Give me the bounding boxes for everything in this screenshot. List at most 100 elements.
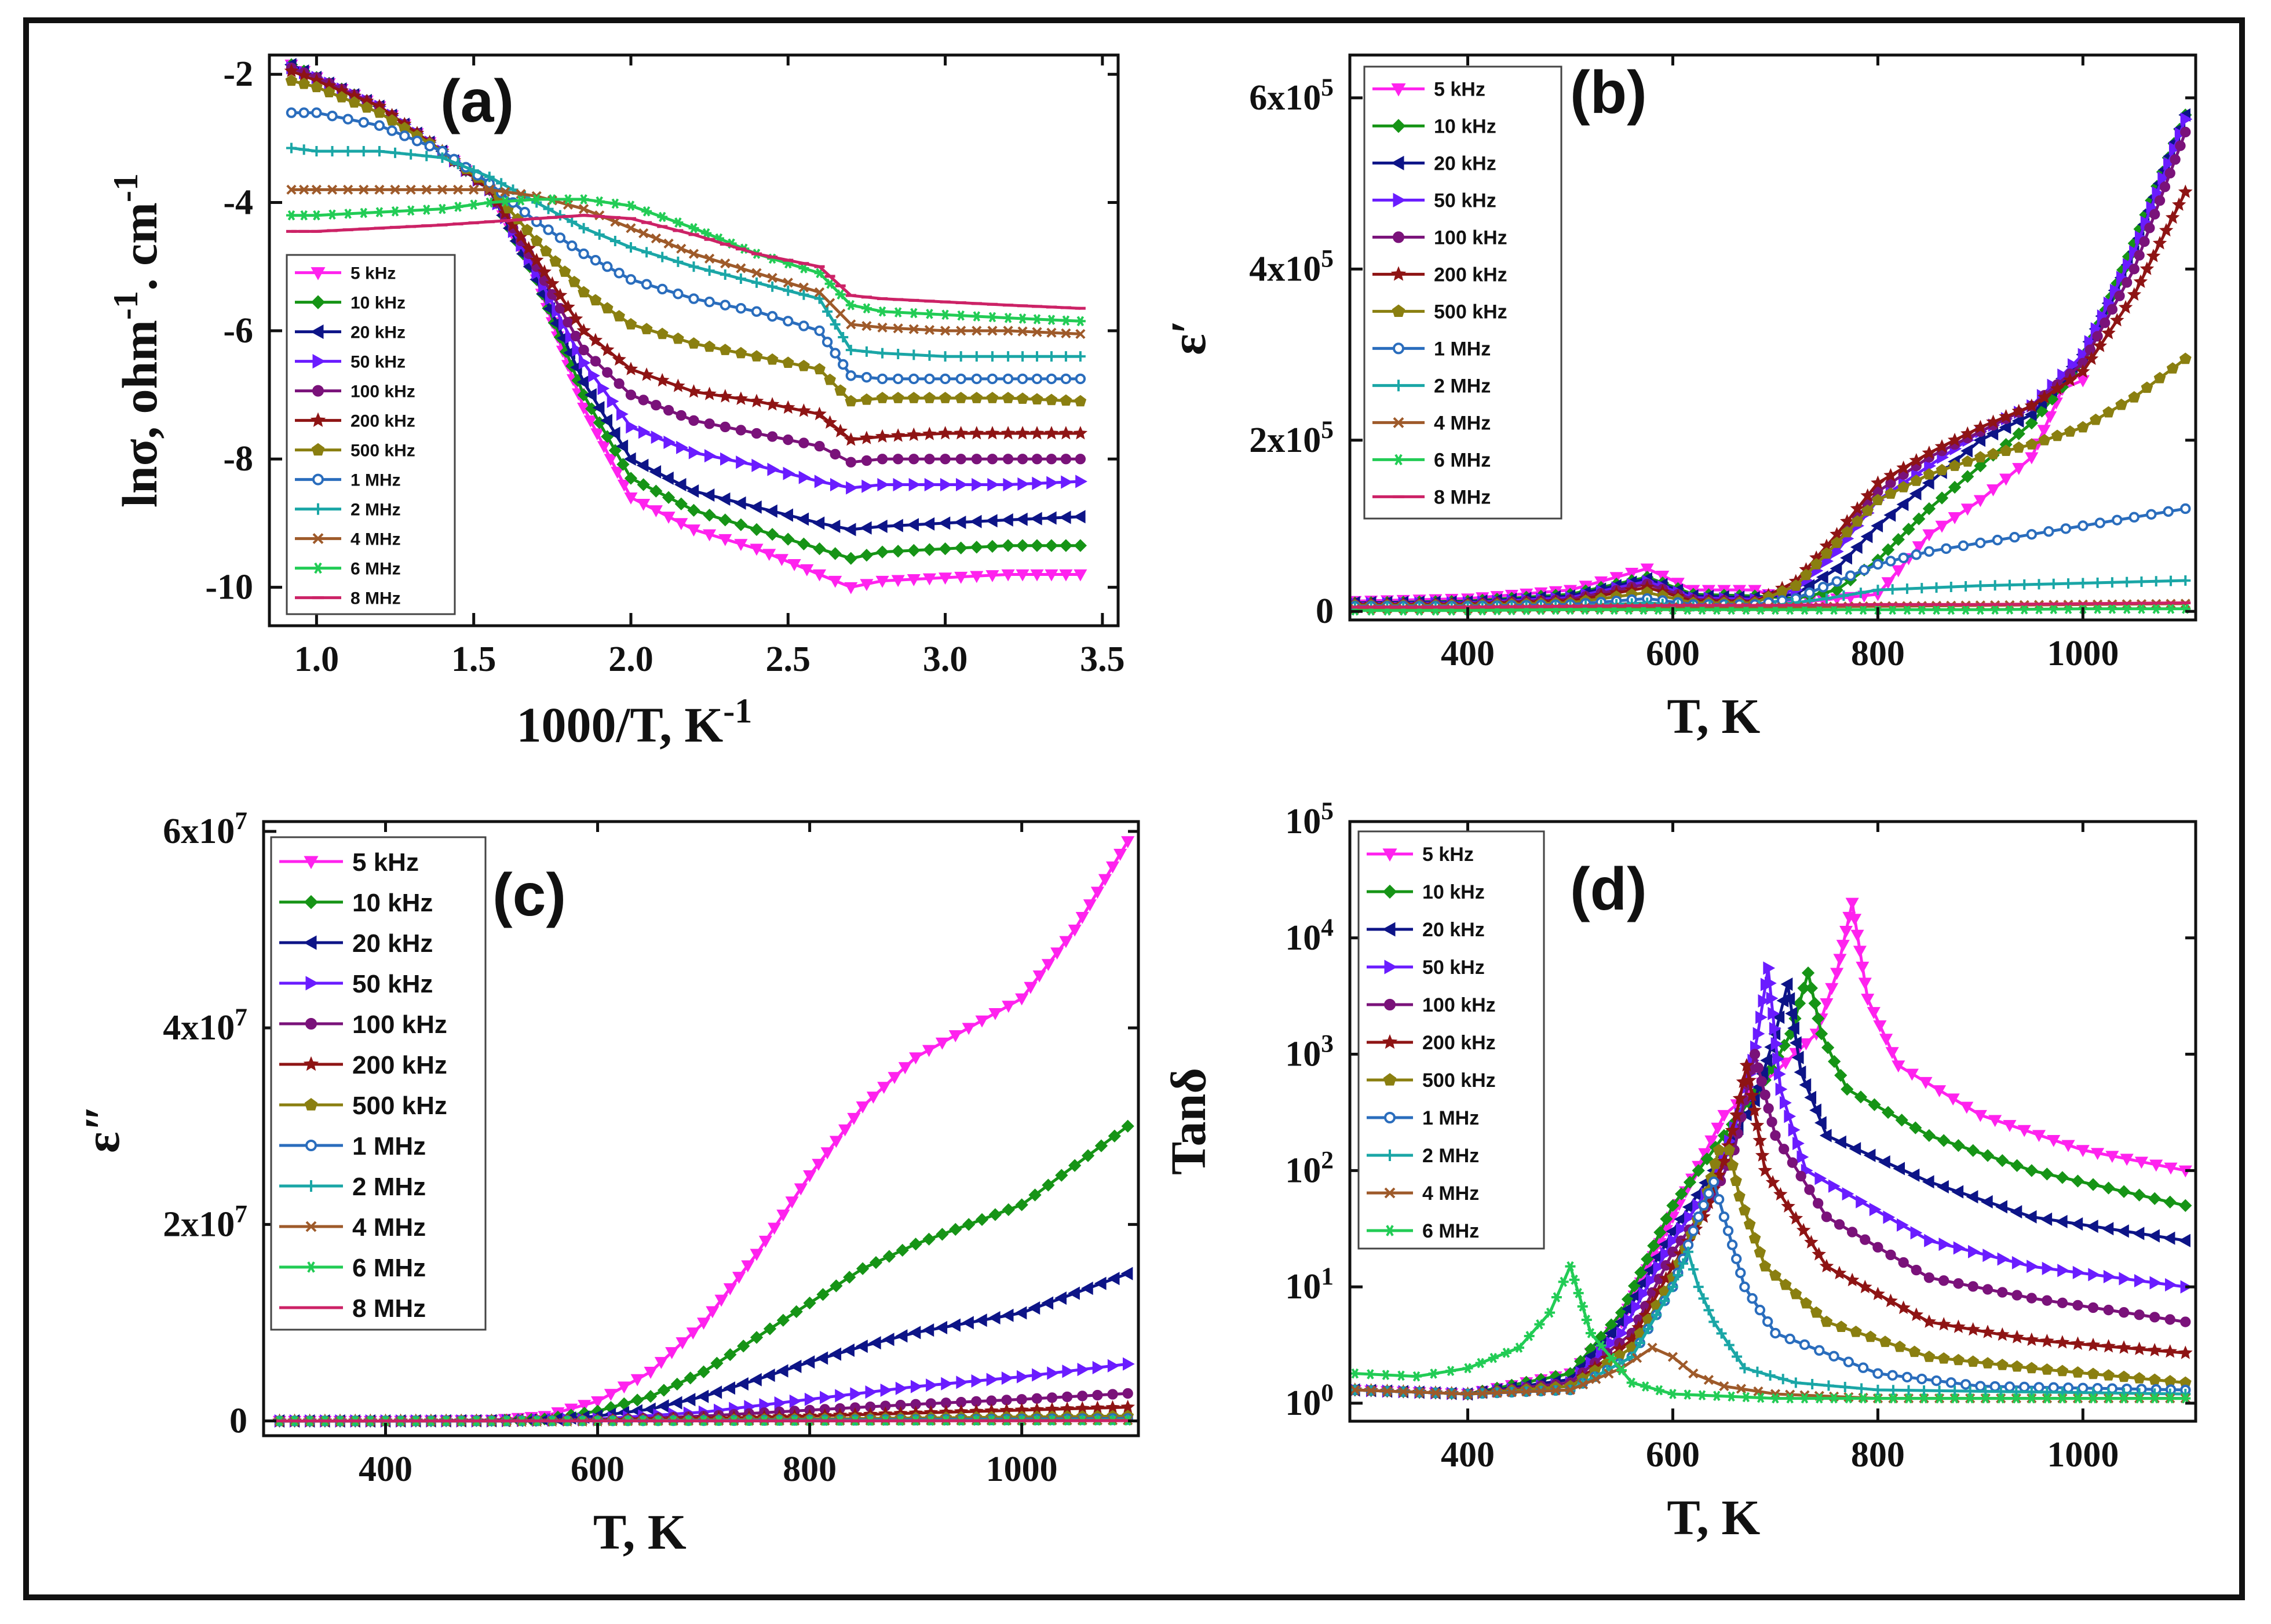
data-point-a-6 xyxy=(955,392,967,403)
data-point-d-10 xyxy=(1350,1368,1360,1379)
y-tick-label-b: 6x105 xyxy=(1249,74,1334,118)
data-point-c-3 xyxy=(774,1396,787,1410)
data-point-b-6 xyxy=(1936,464,1948,476)
data-point-d-3 xyxy=(1779,1096,1792,1110)
data-point-b-2 xyxy=(1816,570,1828,584)
data-point-d-6 xyxy=(1810,1306,1823,1318)
data-point-c-2 xyxy=(1107,1272,1120,1286)
data-point-d-6 xyxy=(1733,1190,1746,1202)
data-point-d-1 xyxy=(1808,997,1821,1010)
data-point-b-0 xyxy=(1999,473,2013,486)
data-point-a-1 xyxy=(674,497,688,510)
data-point-a-0 xyxy=(734,539,748,551)
legend-label-d-9: 4 MHz xyxy=(1422,1183,1479,1205)
data-point-a-1 xyxy=(860,549,874,562)
data-point-a-5 xyxy=(553,288,568,302)
legend-label-a-3: 50 kHz xyxy=(350,352,406,371)
data-point-b-0 xyxy=(1892,565,1905,578)
data-point-a-4 xyxy=(987,454,998,465)
data-point-d-9 xyxy=(1565,1385,1576,1395)
data-point-b-10 xyxy=(1814,604,1825,615)
data-point-a-9 xyxy=(421,184,432,195)
data-point-b-8 xyxy=(1960,581,1971,592)
data-point-a-4 xyxy=(924,454,935,465)
data-point-a-2 xyxy=(718,492,731,506)
data-point-a-9 xyxy=(1046,327,1057,338)
data-point-c-0 xyxy=(1121,836,1135,849)
data-point-d-8 xyxy=(1980,1386,1991,1397)
data-point-d-10 xyxy=(2088,1393,2099,1404)
data-point-b-10 xyxy=(2004,604,2015,615)
x-axis-title-c: T, K xyxy=(593,1504,687,1560)
data-point-a-6 xyxy=(578,286,590,298)
data-point-b-10 xyxy=(2092,603,2103,614)
data-point-a-4 xyxy=(638,395,649,406)
data-point-c-3 xyxy=(895,1381,908,1395)
data-point-b-8 xyxy=(1975,580,1986,591)
data-point-d-0 xyxy=(1946,1093,1960,1106)
data-point-c-0 xyxy=(909,1052,923,1065)
data-point-d-10 xyxy=(1667,1389,1678,1399)
data-point-a-6 xyxy=(373,106,386,118)
data-point-d-10 xyxy=(2119,1393,2130,1404)
panel-label-a: (a) xyxy=(440,68,514,135)
data-point-c-2 xyxy=(935,1320,948,1334)
data-point-d-0 xyxy=(1839,925,1853,938)
data-point-b-0 xyxy=(2076,375,2090,388)
data-point-d-5 xyxy=(1995,1327,2010,1341)
data-point-c-0 xyxy=(820,1147,834,1160)
data-point-b-5 xyxy=(1947,432,1962,447)
data-point-a-7 xyxy=(519,206,531,218)
data-point-d-0 xyxy=(1973,1110,1987,1122)
data-point-a-2 xyxy=(1015,512,1028,526)
legend-a: 5 kHz 10 kHz 20 kHz 50 kHz 100 kHz 200 kHz 500… xyxy=(286,254,456,615)
data-point-d-5 xyxy=(1742,1073,1757,1087)
data-point-a-1 xyxy=(923,543,936,556)
data-point-d-2 xyxy=(2071,1217,2083,1231)
data-point-d-9 xyxy=(1631,1353,1642,1363)
data-point-b-8 xyxy=(2180,575,2191,586)
legend-swatch-marker-a-9 xyxy=(312,533,324,545)
data-point-d-9 xyxy=(1736,1384,1747,1394)
data-point-d-8 xyxy=(1678,1258,1689,1269)
data-point-c-1 xyxy=(803,1296,816,1310)
data-point-d-10 xyxy=(1616,1365,1627,1375)
data-point-d-6 xyxy=(1864,1330,1877,1342)
data-point-b-1 xyxy=(1892,533,1905,546)
data-point-d-1 xyxy=(1854,1090,1868,1104)
data-point-a-8 xyxy=(625,242,636,253)
data-point-a-5 xyxy=(985,426,1000,440)
data-point-d-10 xyxy=(2026,1393,2037,1404)
data-point-b-8 xyxy=(2092,577,2103,588)
data-point-a-4 xyxy=(704,418,715,429)
data-point-a-2 xyxy=(875,519,888,534)
data-point-c-2 xyxy=(670,1396,682,1410)
data-point-d-4 xyxy=(2180,1316,2191,1327)
data-point-a-10 xyxy=(824,278,835,289)
data-point-a-0 xyxy=(662,512,676,524)
data-point-a-10 xyxy=(1060,315,1071,326)
y-axis-title-a: lnσ, ohm-1. cm-1 xyxy=(107,173,168,508)
data-point-c-1 xyxy=(988,1208,1002,1221)
legend-box-c xyxy=(270,836,487,1331)
data-point-d-6 xyxy=(1790,1287,1802,1300)
legend-swatch-marker-d-6 xyxy=(1383,1073,1397,1086)
data-point-a-7 xyxy=(830,348,841,359)
data-point-d-5 xyxy=(1857,1279,1872,1294)
data-point-a-1 xyxy=(907,543,921,557)
data-point-a-2 xyxy=(812,516,825,530)
data-point-a-3 xyxy=(814,475,827,488)
data-point-c-0 xyxy=(750,1249,764,1261)
data-point-a-0 xyxy=(703,529,717,542)
data-point-c-4 xyxy=(1092,1389,1103,1401)
data-point-d-1 xyxy=(2055,1171,2069,1184)
data-point-a-2 xyxy=(954,515,966,530)
data-point-c-2 xyxy=(974,1313,987,1327)
data-point-a-4 xyxy=(735,425,747,436)
data-point-b-6 xyxy=(2025,438,2038,450)
data-point-d-3 xyxy=(1763,961,1776,975)
data-point-a-4 xyxy=(783,434,794,446)
data-point-d-7 xyxy=(1703,1188,1714,1199)
data-point-a-4 xyxy=(1060,454,1072,465)
series-markers-d-10 xyxy=(1350,1261,2191,1404)
